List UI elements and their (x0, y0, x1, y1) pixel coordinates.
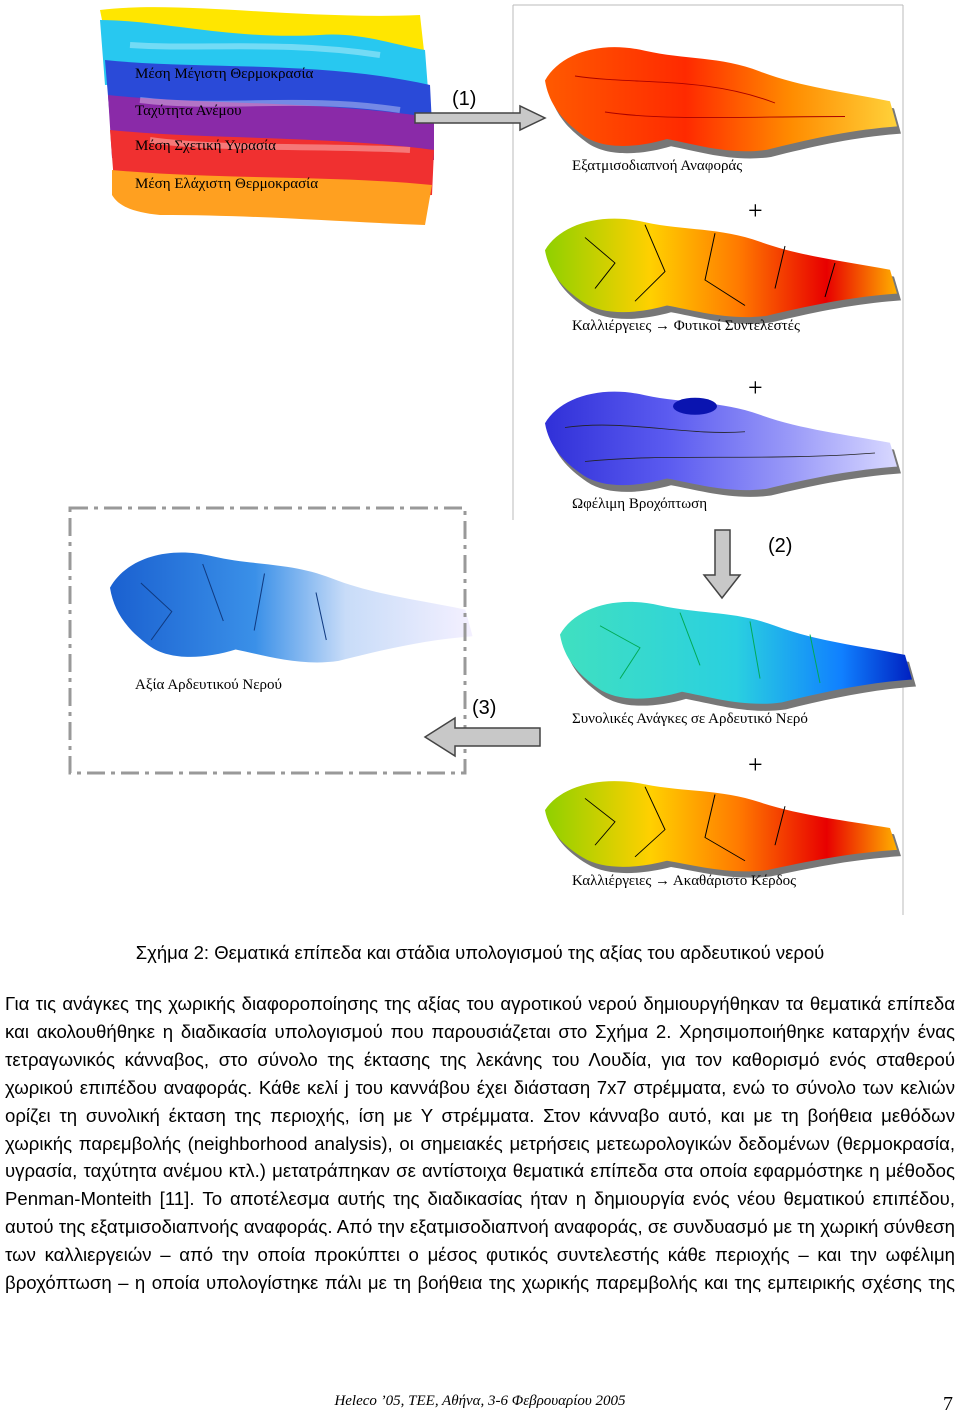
stack-label: Μέση Μέγιστη Θερμοκρασία (135, 66, 314, 82)
map-label: Εξατμισοδιαπνοή Αναφοράς (572, 158, 743, 174)
figure (68, 4, 916, 915)
arrow-down (702, 529, 742, 600)
map-label: Καλλιέργειες → Φυτικοί Συντελεστές (572, 318, 800, 334)
step-label: (3) (472, 697, 497, 719)
plus-sign: + (748, 196, 763, 225)
plus-sign: + (748, 373, 763, 402)
stack-label: Ταχύτητα Ανέμου (135, 103, 242, 119)
frame (512, 4, 904, 915)
layer-stack (100, 7, 434, 225)
map-water-value (110, 552, 473, 663)
body-text: Για τις ανάγκες της χωρικής διαφοροποίησ… (5, 993, 955, 1294)
map-label: Καλλιέργειες → Ακαθάριστο Κέρδος (572, 873, 797, 889)
page-number: 7 (943, 1393, 953, 1415)
stack-label: Μέση Σχετική Υγρασία (135, 138, 276, 154)
figure-caption: Σχήμα 2: Θεματικά επίπεδα και στάδια υπο… (135, 942, 825, 963)
map-gross-profit (545, 781, 901, 878)
step-label: (2) (768, 535, 793, 557)
map-rainfall (545, 391, 901, 497)
map-crop-coefficients (545, 218, 901, 324)
map-evapotranspiration (545, 47, 901, 159)
map-label: Ωφέλιμη Βροχόπτωση (572, 496, 708, 512)
footer: Heleco ’05, ΤΕΕ, Αθήνα, 3-6 Φεβρουαρίου … (334, 1393, 626, 1409)
arrow-left (423, 716, 541, 758)
plus-sign: + (748, 750, 763, 779)
dashed-box (68, 506, 467, 775)
map-label: Αξία Αρδευτικού Νερού (135, 677, 282, 693)
map-label: Συνολικές Ανάγκες σε Αρδευτικό Νερό (572, 711, 808, 727)
step-label: (1) (452, 88, 477, 110)
stack-label: Μέση Ελάχιστη Θερμοκρασία (135, 176, 319, 192)
map-water-needs (560, 601, 916, 711)
arrow-right (414, 104, 547, 132)
